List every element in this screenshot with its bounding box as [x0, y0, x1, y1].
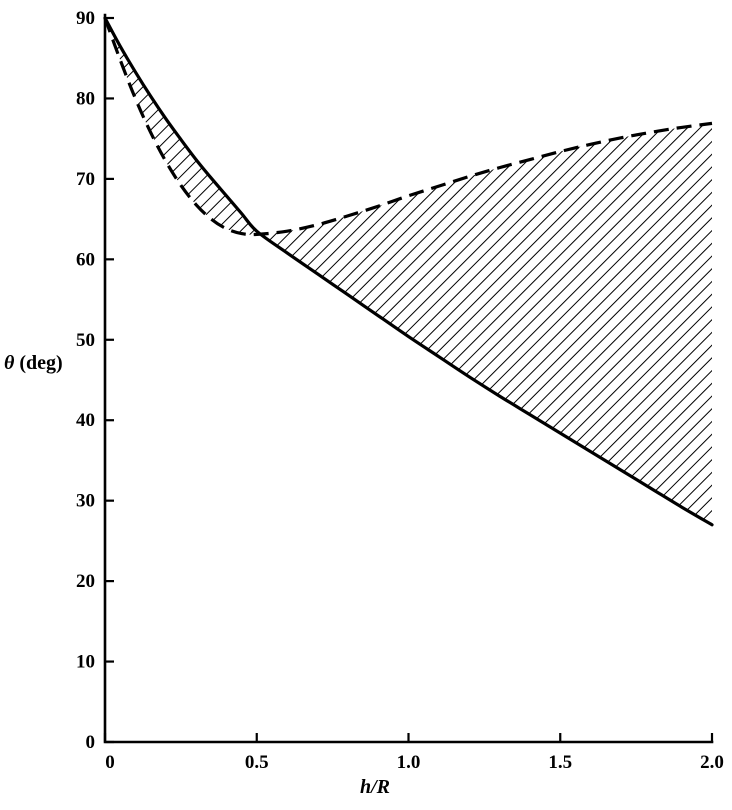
x-tick-label: 1.5: [548, 752, 572, 773]
y-tick-label: 90: [76, 8, 95, 29]
y-tick-label: 80: [76, 88, 95, 109]
dashed-curve: [103, 17, 713, 237]
hatched-region: [105, 18, 712, 525]
x-tick-label: 0: [105, 752, 115, 773]
x-tick-label: 2.0: [700, 752, 724, 773]
y-tick-label: 60: [76, 249, 95, 270]
y-tick-label: 40: [76, 410, 95, 431]
y-tick-label: 30: [76, 491, 95, 512]
y-axis-unit: (deg): [14, 352, 63, 374]
y-tick-label: 20: [76, 571, 95, 592]
theta-symbol: θ: [4, 352, 15, 374]
y-axis-label: θ (deg): [4, 352, 80, 374]
y-tick-label: 10: [76, 652, 95, 673]
y-tick-label: 50: [76, 330, 95, 351]
x-tick-label: 1.0: [397, 752, 421, 773]
solid-curve: [103, 16, 714, 527]
x-axis-label: h/R: [359, 776, 391, 798]
x-tick-label: 0.5: [245, 752, 269, 773]
y-tick-label: 0: [86, 732, 96, 753]
y-tick-label: 70: [76, 169, 95, 190]
